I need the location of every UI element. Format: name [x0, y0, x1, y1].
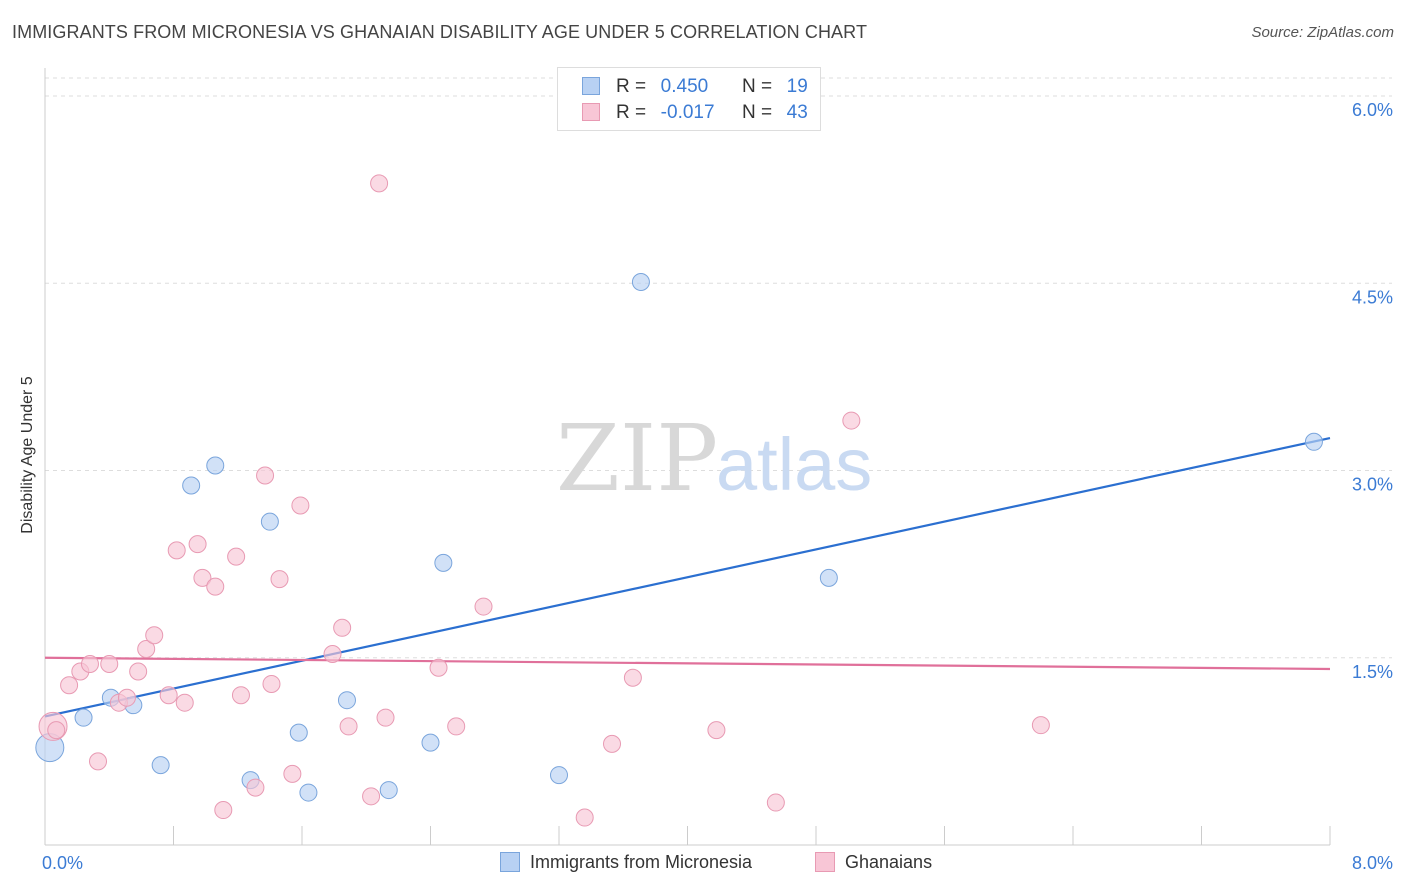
- ghanaian-point: [291, 496, 310, 515]
- y-axis-label: Disability Age Under 5: [19, 376, 36, 534]
- ghanaian-point: [129, 662, 148, 681]
- ghanaian-point: [175, 693, 194, 712]
- micronesia-point: [1304, 432, 1323, 451]
- ghanaian-point: [80, 654, 99, 673]
- micronesia-point: [206, 456, 225, 475]
- ghanaian-point: [474, 597, 493, 616]
- ghanaian-point: [447, 717, 466, 736]
- ghanaian-point: [362, 787, 381, 806]
- ghanaian-point: [262, 674, 281, 693]
- ghanaian-point: [246, 778, 265, 797]
- ghanaian-point: [603, 734, 622, 753]
- ghanaian-point: [214, 801, 233, 820]
- ghanaian-point: [575, 808, 594, 827]
- micronesia-point: [299, 783, 318, 802]
- micronesia-point: [260, 512, 279, 531]
- ghanaian-point: [623, 668, 642, 687]
- micronesia-point: [819, 568, 838, 587]
- ghanaian-point: [283, 764, 302, 783]
- ghanaian-point: [227, 547, 246, 566]
- r-label: R =: [616, 102, 647, 123]
- ghanaian-point: [842, 411, 861, 430]
- n-value: 19: [786, 76, 808, 97]
- r-label: R =: [616, 76, 647, 97]
- micronesia-point: [379, 781, 398, 800]
- ghanaian-point: [1031, 716, 1050, 735]
- ghanaian-point: [100, 654, 119, 673]
- ghanaian-point: [193, 568, 212, 587]
- watermark-zip: ZIP: [556, 405, 718, 512]
- x-tick-label: 0.0%: [42, 853, 83, 873]
- ghanaian-point: [188, 535, 207, 554]
- micronesia-point: [631, 273, 650, 292]
- ghanaian-trend-line: [44, 656, 1331, 671]
- y-tick-label: 3.0%: [1352, 475, 1393, 495]
- y-tick-label: 4.5%: [1352, 287, 1393, 307]
- y-tick-label: 1.5%: [1352, 662, 1393, 682]
- micronesia-point: [151, 756, 170, 775]
- blue-swatch: [500, 852, 520, 872]
- ghanaian-point: [323, 645, 342, 664]
- source-label: Source: ZipAtlas.com: [1251, 24, 1394, 41]
- pink-swatch: [815, 852, 835, 872]
- micronesia-point: [74, 708, 93, 727]
- trend-lines: [44, 436, 1331, 718]
- n-label: N =: [741, 76, 773, 97]
- legend-label: Immigrants from Micronesia: [530, 852, 753, 872]
- watermark: ZIP atlas: [556, 405, 872, 512]
- r-value: -0.017: [660, 102, 715, 123]
- stats-legend: R = 0.450 N = 19 R = -0.017 N = 43: [557, 67, 821, 131]
- ghanaian-point: [339, 717, 358, 736]
- micronesia-point: [434, 553, 453, 572]
- chart-title: IMMIGRANTS FROM MICRONESIA VS GHANAIAN D…: [12, 22, 868, 42]
- pink-swatch: [582, 103, 600, 121]
- ghanaian-point: [89, 752, 108, 771]
- micronesia-point: [550, 766, 568, 785]
- micronesia-point: [182, 476, 201, 495]
- blue-swatch: [582, 77, 600, 95]
- ghanaian-point: [376, 708, 395, 727]
- legend-item-micronesia: Immigrants from Micronesia: [500, 852, 752, 873]
- ghanaian-point: [159, 686, 178, 705]
- y-tick-label: 6.0%: [1352, 100, 1393, 120]
- ghanaian-point: [429, 658, 448, 677]
- ghanaian-point: [707, 721, 726, 740]
- micronesia-trend-line: [44, 436, 1331, 718]
- ghanaian-point: [145, 626, 164, 645]
- ghanaian-point: [766, 793, 785, 812]
- n-value: 43: [786, 102, 808, 123]
- watermark-atlas: atlas: [716, 423, 872, 506]
- ghanaian-point: [60, 676, 79, 695]
- ghanaian-point: [256, 466, 275, 485]
- ghanaian-point: [333, 618, 352, 637]
- data-points: [35, 174, 1323, 827]
- micronesia-point: [289, 723, 308, 742]
- r-value: 0.450: [660, 76, 709, 97]
- ghanaian-point: [206, 577, 225, 596]
- ghanaian-point: [117, 688, 136, 707]
- ghanaian-point: [137, 640, 156, 659]
- micronesia-point: [337, 691, 356, 710]
- legend-item-ghanaians: Ghanaians: [815, 852, 932, 873]
- n-label: N =: [741, 102, 773, 123]
- ghanaian-point: [167, 541, 186, 560]
- micronesia-point: [421, 733, 440, 752]
- legend-label: Ghanaians: [845, 852, 933, 872]
- ghanaian-point: [370, 174, 389, 193]
- x-tick-label: 8.0%: [1352, 853, 1393, 873]
- ghanaian-point: [231, 686, 250, 705]
- ghanaian-point: [270, 570, 289, 589]
- ghanaian-point: [47, 721, 66, 740]
- tick-labels: 1.5% 3.0% 4.5% 6.0% 0.0% 8.0%: [42, 100, 1393, 873]
